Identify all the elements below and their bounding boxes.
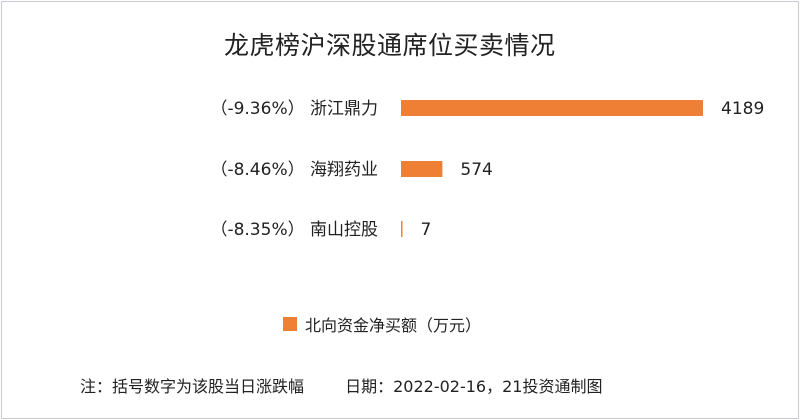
legend: 北向资金净买额（万元） bbox=[283, 312, 481, 336]
category-label: （-8.35%） 南山控股 bbox=[210, 220, 378, 240]
footer-date: 日期：2022-02-16，21投资通制图 bbox=[345, 377, 603, 396]
value-label: 7 bbox=[421, 220, 432, 240]
footer: 注：括号数字为该股当日涨跌幅 日期：2022-02-16，21投资通制图 bbox=[80, 373, 602, 397]
footer-note: 注：括号数字为该股当日涨跌幅 bbox=[80, 377, 305, 396]
bar bbox=[401, 221, 403, 237]
bar bbox=[401, 100, 703, 116]
legend-swatch bbox=[283, 317, 297, 331]
bar bbox=[401, 161, 443, 177]
category-label: （-8.46%） 海翔药业 bbox=[210, 160, 378, 180]
legend-label: 北向资金净买额（万元） bbox=[305, 316, 482, 335]
value-label: 574 bbox=[460, 160, 492, 180]
chart-title: 龙虎榜沪深股通席位买卖情况 bbox=[224, 31, 556, 60]
category-label: （-9.36%） 浙江鼎力 bbox=[210, 99, 378, 119]
value-label: 4189 bbox=[721, 99, 764, 119]
